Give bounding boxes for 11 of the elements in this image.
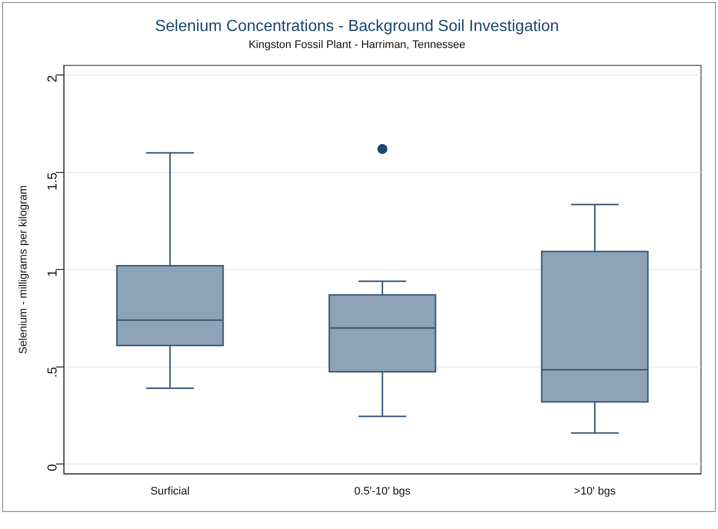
- chart-title: Selenium Concentrations - Background Soil Investigation: [155, 18, 559, 36]
- y-tick-label: 2: [44, 75, 60, 82]
- x-tick-label: Surficial: [150, 485, 190, 498]
- y-tick-label: 0: [44, 464, 60, 472]
- x-tick-label: 0.5'-10' bgs: [354, 485, 411, 498]
- x-tick-label: >10' bgs: [574, 485, 616, 498]
- chart-subtitle: Kingston Fossil Plant - Harriman, Tennessee: [248, 38, 466, 51]
- y-tick-label: 1: [44, 270, 60, 277]
- y-tick-label: .5: [44, 366, 60, 378]
- y-axis-title: Selenium - milligrams per kilogram: [18, 185, 30, 354]
- y-tick-label: 1.5: [44, 172, 60, 190]
